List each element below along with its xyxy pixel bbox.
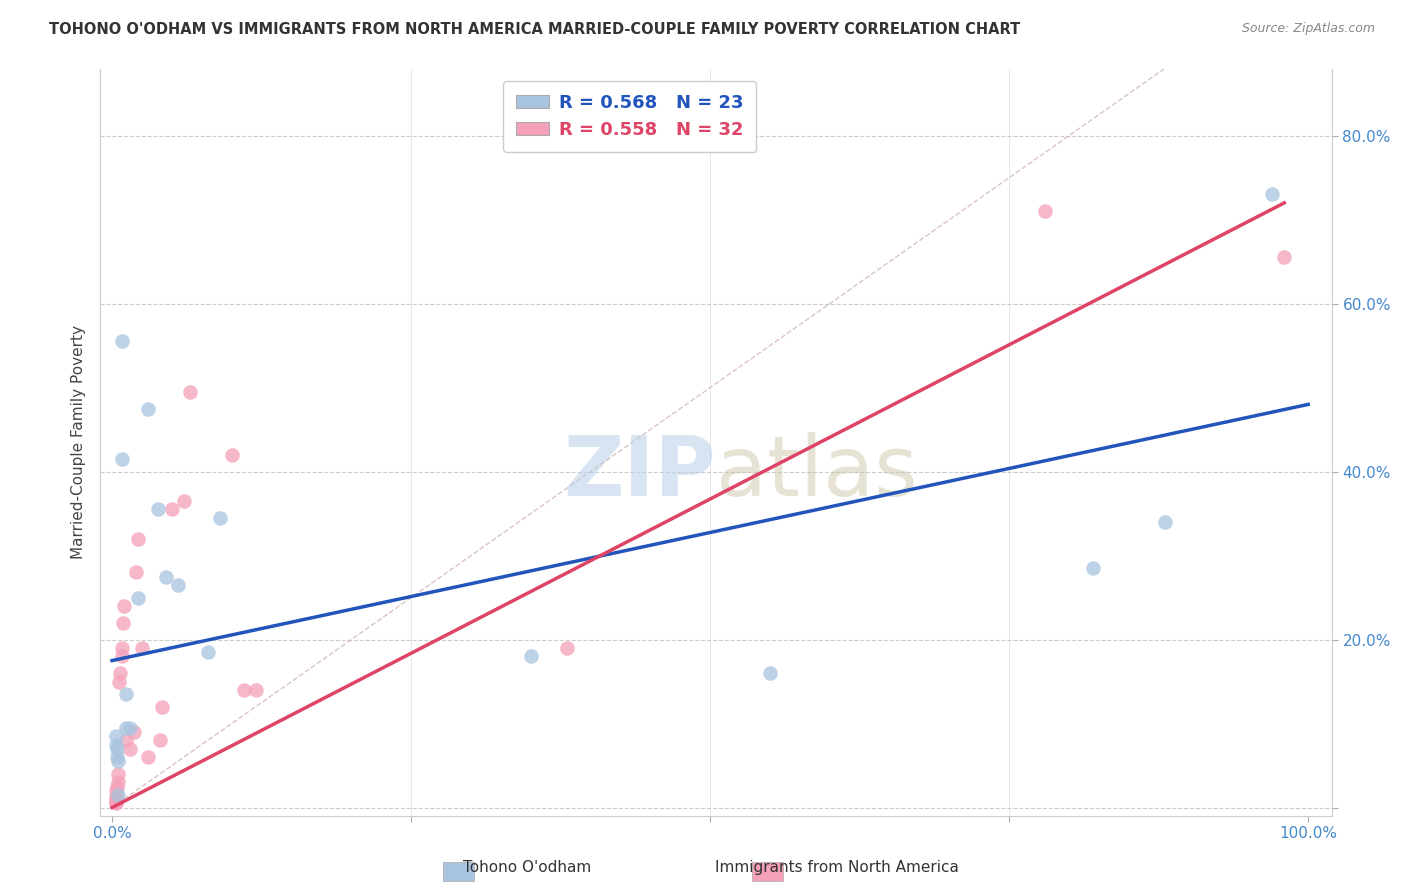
Point [104, 783, 127, 797]
Point [105, 780, 128, 794]
Point [105, 741, 128, 756]
Point [105, 750, 128, 764]
Point [1033, 204, 1056, 219]
Point [107, 775, 129, 789]
Point [115, 721, 138, 735]
Point [118, 741, 141, 756]
Point [104, 729, 127, 743]
Point [107, 754, 129, 768]
Point [245, 682, 267, 697]
Text: ZIP: ZIP [564, 432, 716, 513]
Point [136, 750, 159, 764]
Point [173, 494, 195, 508]
Point [104, 792, 127, 806]
Point [155, 569, 177, 583]
Point [160, 502, 183, 516]
Point [111, 649, 134, 664]
Point [104, 790, 127, 805]
Point [232, 682, 254, 697]
Point [111, 452, 134, 467]
Point [179, 384, 201, 399]
Point [146, 502, 169, 516]
Text: Tohono O'odham: Tohono O'odham [463, 861, 592, 875]
Point [104, 795, 127, 809]
Y-axis label: Married-Couple Family Poverty: Married-Couple Family Poverty [72, 326, 86, 559]
Point [104, 738, 127, 752]
Point [1272, 251, 1295, 265]
Legend: R = 0.568   N = 23, R = 0.558   N = 32: R = 0.568 N = 23, R = 0.558 N = 32 [503, 81, 756, 152]
Point [108, 674, 131, 689]
Text: TOHONO O'ODHAM VS IMMIGRANTS FROM NORTH AMERICA MARRIED-COUPLE FAMILY POVERTY CO: TOHONO O'ODHAM VS IMMIGRANTS FROM NORTH … [49, 22, 1021, 37]
Text: Source: ZipAtlas.com: Source: ZipAtlas.com [1241, 22, 1375, 36]
Point [112, 599, 135, 613]
Point [149, 733, 172, 747]
Point [111, 615, 134, 630]
Point [104, 797, 127, 811]
Point [1261, 187, 1284, 202]
Point [111, 640, 134, 655]
Point [125, 566, 148, 580]
Point [122, 725, 145, 739]
Point [1153, 515, 1175, 529]
Point [136, 401, 159, 416]
Point [110, 666, 132, 681]
Point [107, 788, 129, 802]
Point [759, 666, 782, 681]
Point [1081, 561, 1104, 575]
Point [118, 721, 141, 735]
Point [107, 767, 129, 781]
Point [131, 640, 153, 655]
Point [111, 334, 134, 349]
Point [197, 645, 219, 659]
Point [150, 699, 173, 714]
Point [208, 510, 231, 524]
Point [519, 649, 541, 664]
Point [555, 640, 578, 655]
Point [221, 448, 243, 462]
Point [127, 591, 149, 605]
Point [115, 687, 138, 701]
Point [127, 532, 149, 546]
Point [167, 578, 190, 592]
Point [115, 733, 138, 747]
Text: Immigrants from North America: Immigrants from North America [714, 861, 959, 875]
Text: atlas: atlas [716, 432, 918, 513]
